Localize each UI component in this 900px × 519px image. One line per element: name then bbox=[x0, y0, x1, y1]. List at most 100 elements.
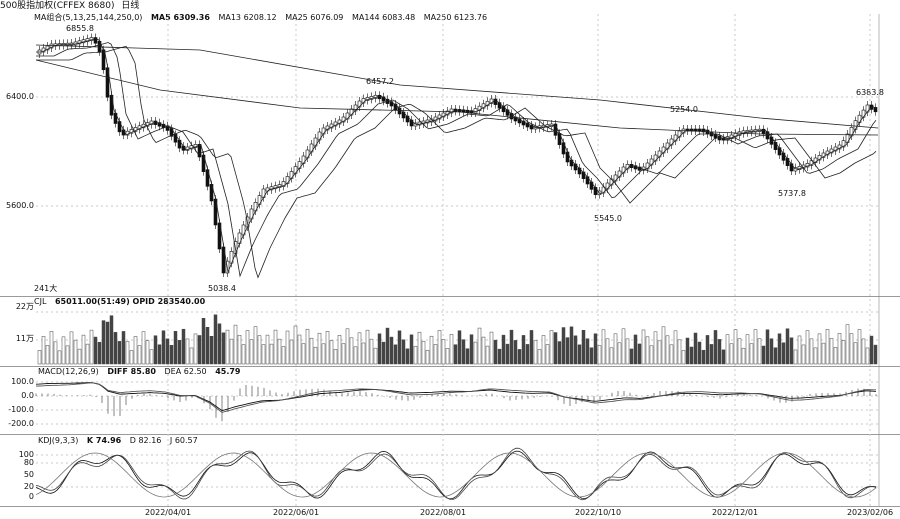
kdj-y-label-20: 20 bbox=[23, 482, 34, 491]
volume-bar bbox=[261, 344, 266, 365]
volume-bar bbox=[437, 330, 442, 365]
volume-bar bbox=[237, 334, 242, 365]
volume-bar bbox=[821, 342, 826, 365]
kdj-y-label-0: 0 bbox=[28, 492, 34, 501]
volume-bar bbox=[573, 335, 578, 365]
candle-body bbox=[337, 119, 342, 125]
kdj-d: D 82.16 bbox=[129, 436, 162, 445]
volume-bar bbox=[837, 333, 842, 365]
volume-values: 65011.00(51:49) OPID 283540.00 bbox=[54, 297, 206, 306]
annotation-high-right: 6383.8 bbox=[856, 88, 884, 97]
volume-bar bbox=[269, 343, 274, 365]
volume-bar bbox=[841, 340, 846, 365]
candle-body bbox=[857, 114, 862, 123]
volume-bar bbox=[521, 335, 526, 365]
volume-bar bbox=[337, 335, 342, 365]
volume-bar bbox=[297, 334, 302, 365]
volume-bar bbox=[741, 347, 746, 365]
volume-bar bbox=[281, 346, 286, 365]
volume-bar bbox=[737, 338, 742, 365]
volume-bar bbox=[781, 342, 786, 365]
volume-y-label-11: 11万 bbox=[15, 334, 34, 343]
volume-bar bbox=[765, 329, 770, 365]
kdj-label[interactable]: KDJ(9,3,3) bbox=[38, 436, 79, 445]
volume-bar bbox=[341, 343, 346, 365]
volume-bar bbox=[413, 345, 418, 365]
candle-body bbox=[345, 112, 350, 120]
x-label-5: 2023/02/06 bbox=[846, 508, 894, 517]
divider-macd[interactable] bbox=[0, 366, 900, 367]
volume-bar bbox=[789, 337, 794, 365]
candle-body bbox=[833, 146, 838, 152]
volume-bar bbox=[397, 330, 402, 365]
volume-bar bbox=[581, 330, 586, 365]
volume-bar bbox=[713, 330, 718, 365]
macd-y-label-0: 0.0 bbox=[21, 391, 34, 400]
volume-bar bbox=[457, 330, 462, 365]
volume-bar bbox=[345, 328, 350, 365]
symbol-label[interactable]: 500股指加权(CFFEX 8680) bbox=[0, 1, 115, 11]
volume-bar bbox=[537, 349, 542, 365]
bottom-tag: 241大 bbox=[34, 284, 58, 293]
volume-bar bbox=[253, 326, 258, 365]
volume-y-label-22: 22万 bbox=[15, 302, 34, 311]
ma-group-label[interactable]: MA组合(5,13,25,144,250,0) bbox=[34, 13, 143, 22]
volume-bar bbox=[57, 350, 62, 365]
volume-bar bbox=[813, 347, 818, 365]
ma144-line bbox=[35, 59, 879, 136]
macd-value: 45.79 bbox=[215, 367, 241, 376]
volume-bar bbox=[589, 347, 594, 365]
volume-bar bbox=[213, 314, 218, 365]
volume-bar bbox=[161, 330, 166, 365]
volume-bar bbox=[369, 338, 374, 365]
volume-bar bbox=[681, 350, 686, 365]
volume-bar bbox=[129, 350, 134, 365]
volume-bar bbox=[849, 333, 854, 365]
volume-bar bbox=[569, 326, 574, 365]
volume-bar bbox=[241, 344, 246, 365]
volume-bar bbox=[209, 336, 214, 365]
candle-body bbox=[805, 163, 810, 168]
volume-bar bbox=[221, 332, 226, 365]
volume-label[interactable]: CJL bbox=[34, 297, 47, 306]
macd-y-label-100: 100.0 bbox=[11, 377, 34, 386]
volume-bar bbox=[585, 338, 590, 365]
volume-bar bbox=[817, 333, 822, 365]
macd-label[interactable]: MACD(12,26,9) bbox=[38, 367, 99, 376]
volume-bar bbox=[641, 329, 646, 365]
volume-bar bbox=[321, 343, 326, 365]
volume-bar bbox=[149, 349, 154, 365]
candle-body bbox=[493, 98, 498, 105]
volume-bar bbox=[505, 343, 510, 365]
candle-body bbox=[817, 155, 822, 161]
volume-bar bbox=[453, 344, 458, 365]
candle-body bbox=[505, 109, 510, 116]
volume-bar bbox=[181, 328, 186, 365]
volume-bar bbox=[185, 338, 190, 365]
annotation-high-left: 6855.8 bbox=[66, 24, 94, 33]
volume-bar bbox=[329, 340, 334, 365]
volume-bar bbox=[853, 342, 858, 365]
volume-bar bbox=[609, 347, 614, 365]
volume-bar bbox=[289, 339, 294, 365]
period-label[interactable]: 日线 bbox=[121, 1, 140, 11]
volume-bar bbox=[301, 343, 306, 365]
candle-body bbox=[701, 128, 706, 133]
volume-bar bbox=[757, 338, 762, 365]
macd-y-label-neg200: -200.0 bbox=[8, 419, 34, 428]
volume-bar bbox=[745, 334, 750, 365]
candle-body bbox=[477, 105, 482, 111]
volume-bar bbox=[701, 349, 706, 365]
candle-body bbox=[125, 130, 130, 136]
kdj-d-line bbox=[35, 447, 877, 501]
volume-bar bbox=[257, 335, 262, 365]
volume-bar bbox=[141, 331, 146, 365]
divider-volume[interactable] bbox=[0, 296, 900, 297]
volume-bar bbox=[37, 350, 42, 365]
volume-bar bbox=[617, 342, 622, 365]
kdj-y-label-50: 50 bbox=[23, 470, 34, 479]
divider-kdj[interactable] bbox=[0, 434, 900, 435]
volume-bar bbox=[469, 334, 474, 365]
